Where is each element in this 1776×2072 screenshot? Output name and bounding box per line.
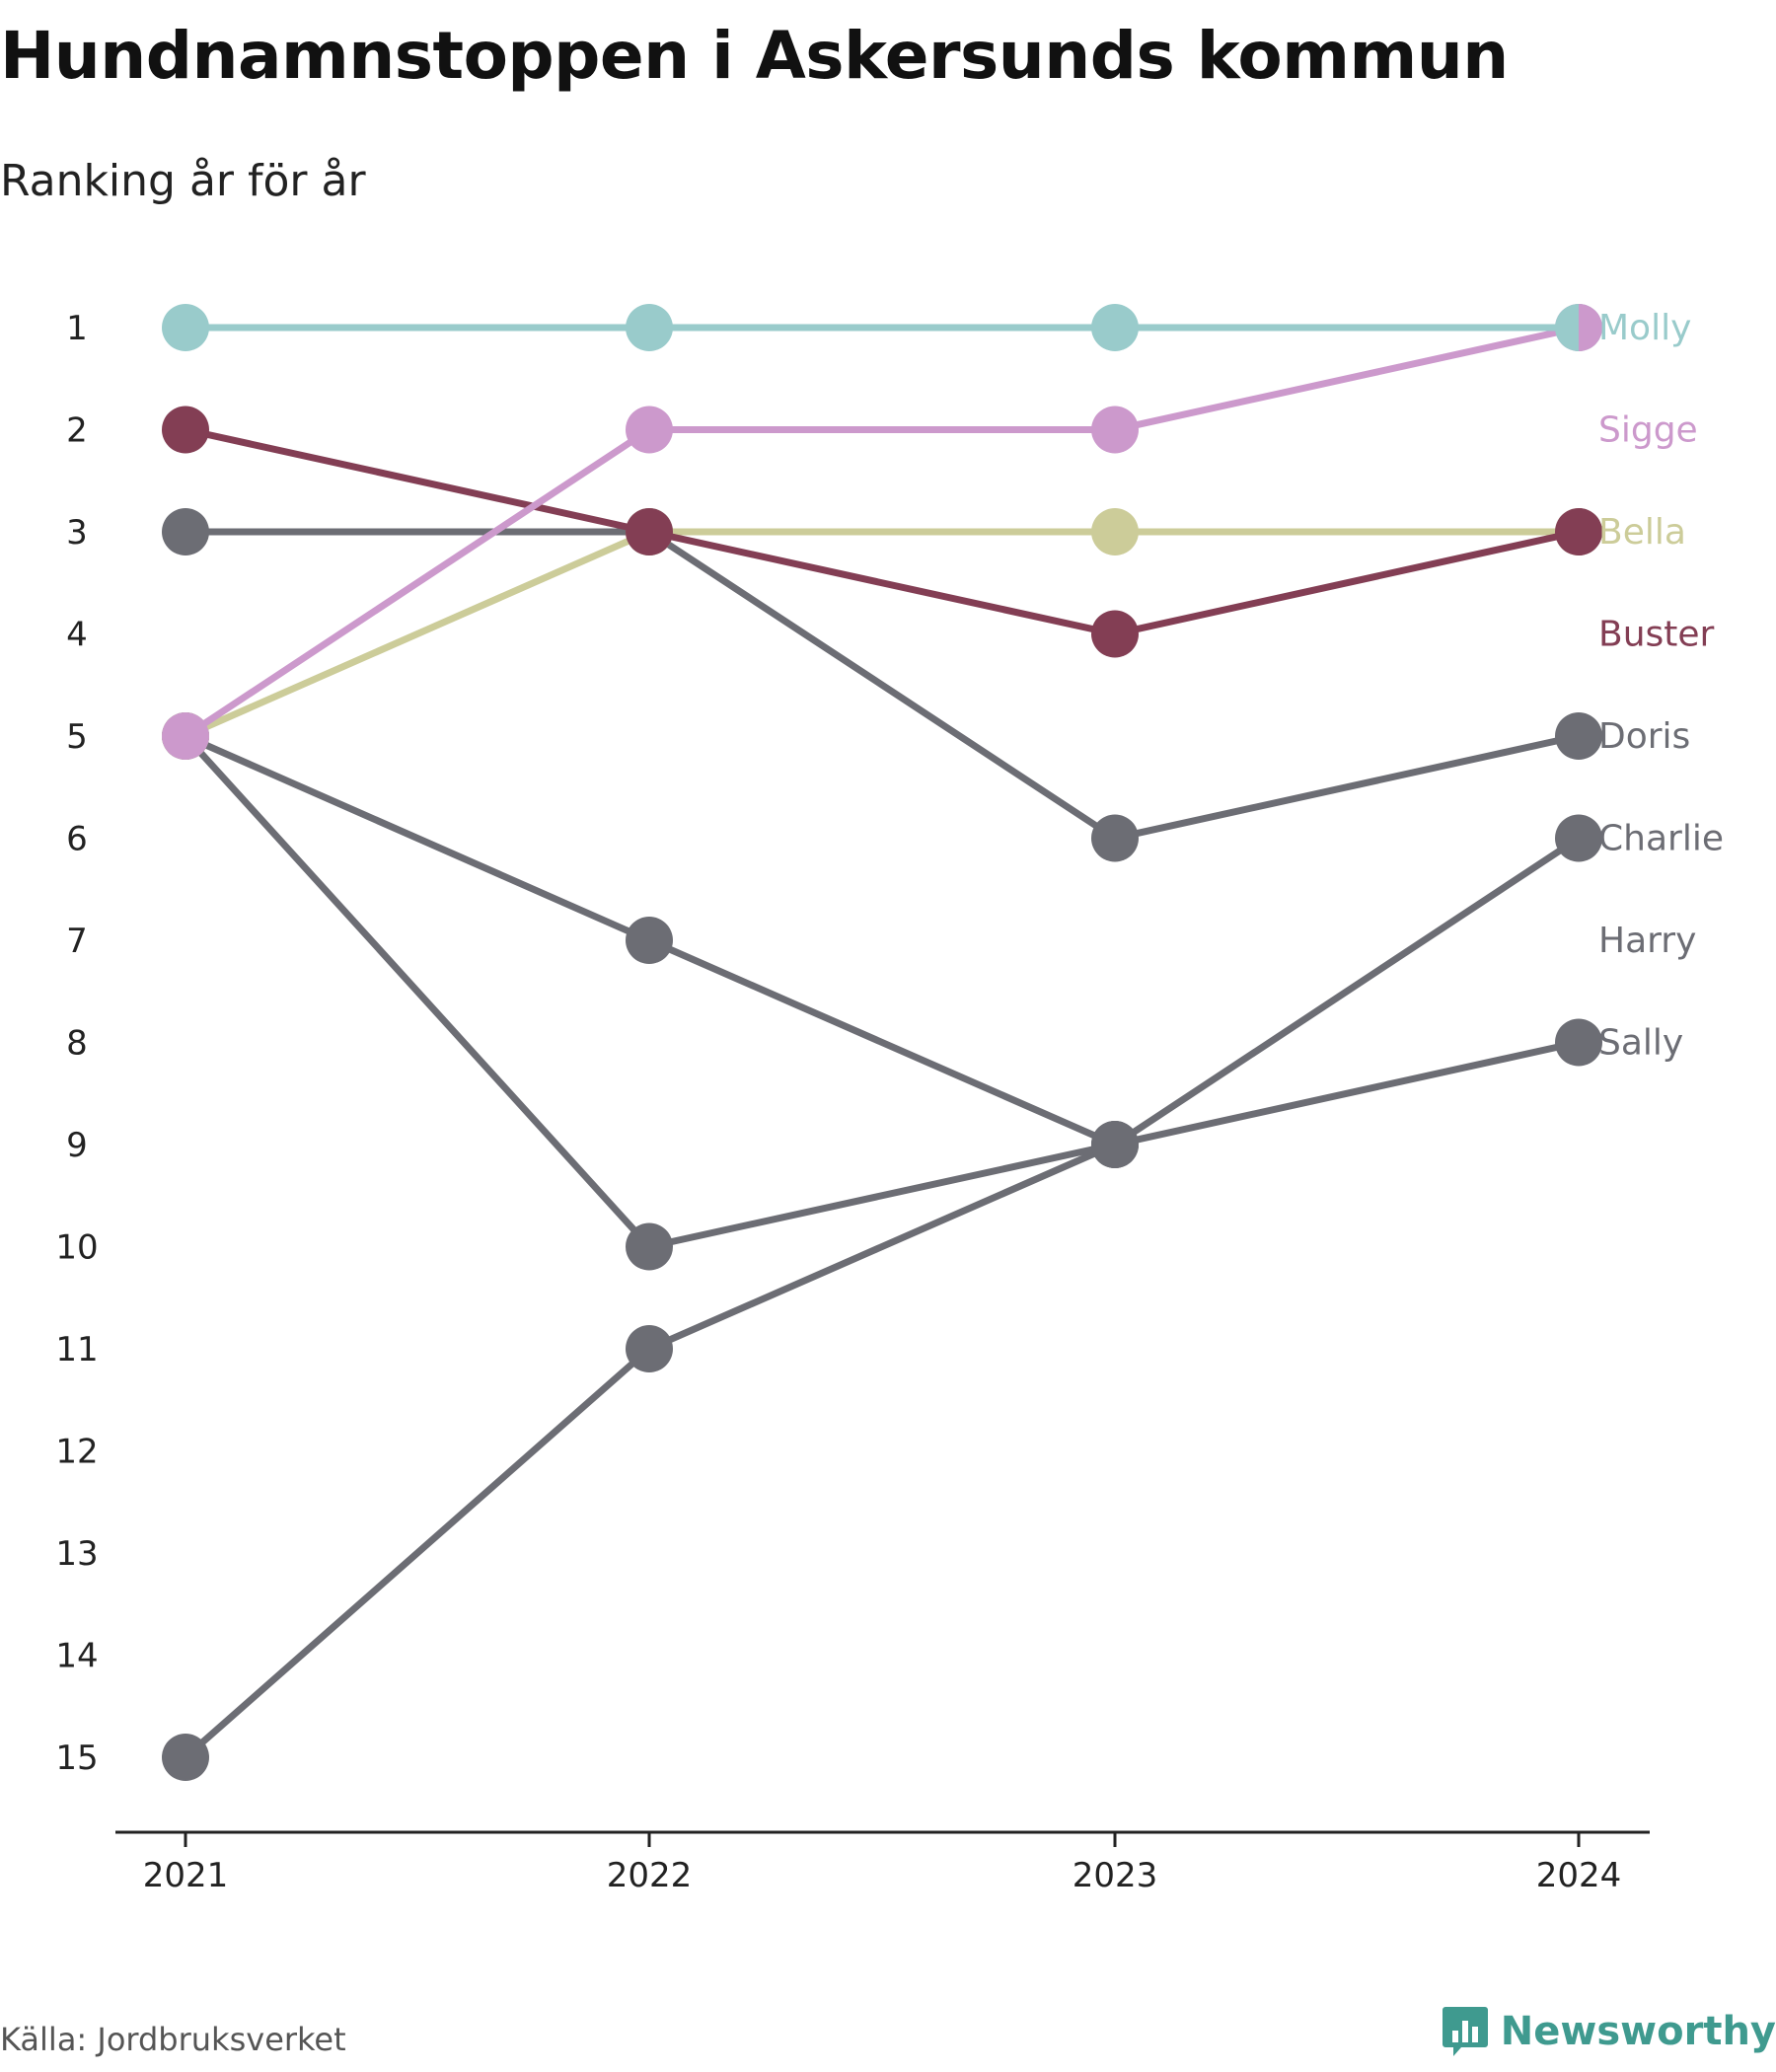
series-line-buster	[185, 426, 1580, 637]
chart-subtitle: Ranking år för år	[0, 156, 366, 206]
y-tick-label: 14	[55, 1637, 98, 1676]
y-tick-label: 13	[55, 1534, 98, 1574]
series-line-bella	[184, 528, 1579, 740]
y-tick-label: 3	[66, 513, 88, 553]
data-point-sigge	[1091, 406, 1139, 454]
series-label-sigge: Sigge	[1598, 410, 1698, 451]
data-point-harry	[626, 917, 673, 964]
y-tick-label: 9	[66, 1126, 88, 1165]
y-tick-label: 2	[66, 411, 88, 451]
series-label-molly: Molly	[1598, 308, 1691, 348]
brand-logo: Newsworthy	[1442, 2005, 1776, 2058]
data-point-charlie	[162, 1734, 209, 1781]
series-line-charlie	[183, 835, 1581, 1760]
series-label-buster: Buster	[1598, 615, 1715, 655]
y-tick-label: 8	[66, 1024, 88, 1064]
y-tick-label: 4	[66, 616, 88, 655]
data-point-sally	[1091, 1121, 1139, 1168]
series-line-sigge	[184, 324, 1580, 739]
x-tick-label: 2021	[143, 1856, 229, 1895]
series-label-harry: Harry	[1598, 921, 1696, 961]
series-label-charlie: Charlie	[1598, 819, 1724, 859]
source-note: Källa: Jordbruksverket	[0, 2021, 346, 2058]
data-point-doris	[162, 508, 209, 555]
y-tick-label: 7	[66, 922, 88, 961]
y-tick-label: 10	[55, 1228, 98, 1268]
data-point-doris	[1091, 814, 1139, 862]
data-point-buster	[1091, 610, 1139, 658]
chart-title: Hundnamnstoppen i Askersunds kommun	[0, 18, 1509, 94]
data-point-sigge	[626, 406, 673, 454]
data-point-doris	[1555, 712, 1602, 760]
brand-name: Newsworthy	[1500, 2009, 1776, 2054]
series-label-bella: Bella	[1598, 512, 1686, 553]
series-label-doris: Doris	[1598, 716, 1690, 757]
y-tick-label: 5	[66, 717, 88, 757]
data-point-sally	[626, 1222, 673, 1271]
x-tick-label: 2024	[1536, 1856, 1622, 1895]
y-tick-label: 1	[66, 309, 88, 348]
data-point-molly	[162, 304, 209, 351]
data-point-sigge-half	[1579, 304, 1602, 351]
data-point-buster	[162, 406, 209, 454]
y-tick-label: 11	[55, 1330, 98, 1369]
data-point-sally	[1555, 1018, 1602, 1067]
data-point-bella	[1091, 508, 1139, 555]
data-point-molly	[626, 304, 673, 351]
data-point-charlie	[1555, 814, 1602, 862]
series-label-sally: Sally	[1598, 1023, 1683, 1064]
data-point-charlie	[626, 1325, 673, 1372]
x-tick-label: 2023	[1073, 1856, 1158, 1895]
y-tick-label: 12	[55, 1433, 98, 1472]
data-point-sigge	[162, 712, 209, 760]
series-line-doris	[185, 528, 1580, 842]
x-tick-label: 2022	[607, 1856, 693, 1895]
data-point-buster-half	[1579, 508, 1602, 555]
data-point-molly	[1091, 304, 1139, 351]
y-tick-label: 15	[55, 1739, 98, 1778]
data-point-buster	[626, 508, 673, 555]
y-tick-label: 6	[66, 820, 88, 859]
bar-chart-icon	[1442, 2007, 1488, 2056]
series-line-sally	[183, 733, 1580, 1250]
